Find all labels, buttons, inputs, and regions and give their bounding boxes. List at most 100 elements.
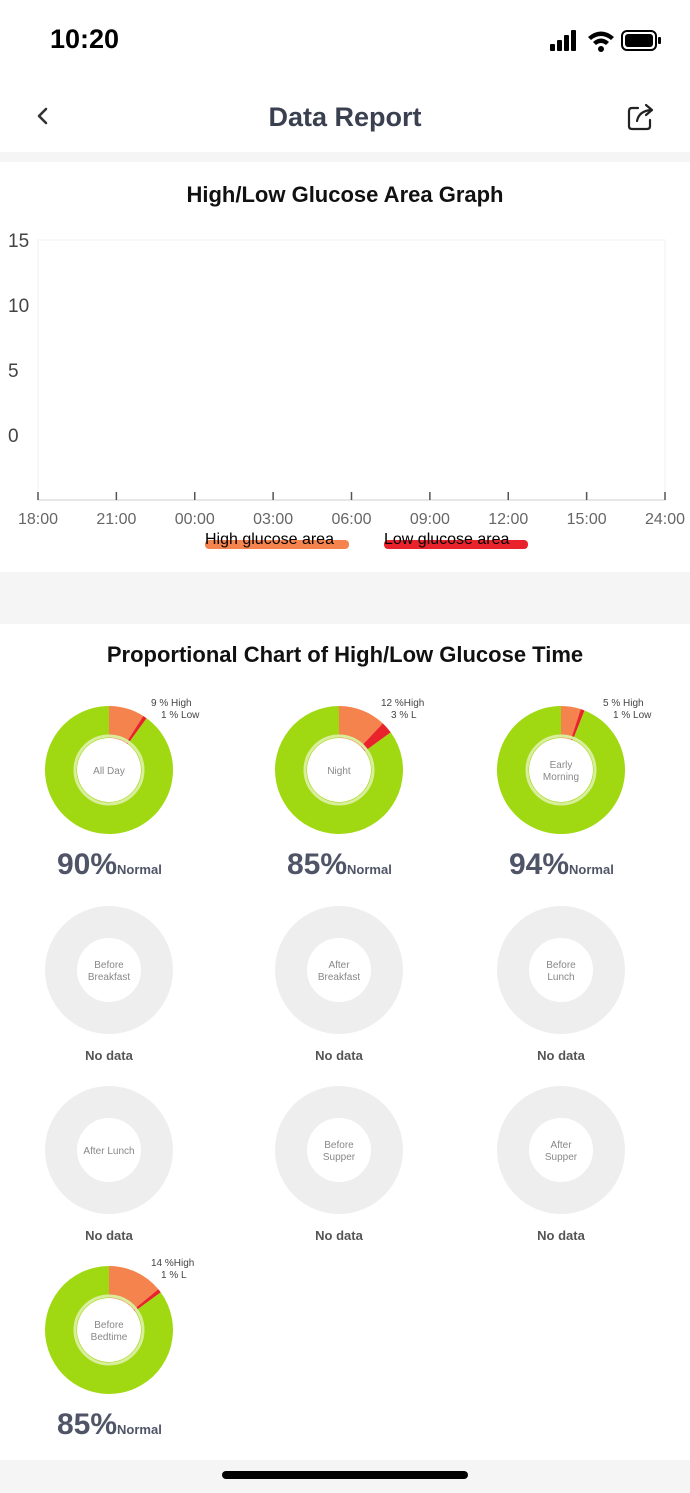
donut-chart: After Breakfast — [270, 892, 440, 1041]
donut-inner-rim — [525, 734, 597, 806]
donut-center-label: Supper — [323, 1152, 356, 1163]
donut-center-label: Bedtime — [91, 1332, 128, 1343]
donut-center-label: All Day — [93, 766, 125, 777]
donut-chart: After Supper — [492, 1072, 662, 1221]
percentage-value: 90% — [57, 848, 118, 881]
legend-swatch — [205, 540, 349, 549]
donut-center-label: After — [550, 1140, 572, 1151]
donut-low-label: 1 % Low — [161, 710, 200, 721]
donut-chart: Before Lunch — [492, 892, 662, 1041]
chevron-left-icon — [37, 107, 48, 125]
donut-center-label: Before — [94, 1320, 124, 1331]
legend-swatch — [384, 540, 528, 549]
x-tick-label: 12:00 — [488, 511, 528, 528]
battery-icon — [621, 30, 661, 51]
donut-chart: Before Supper — [270, 1072, 440, 1221]
donut-empty-ring — [497, 906, 625, 1034]
percentage-label: Normal — [347, 862, 392, 877]
x-tick-label: 00:00 — [175, 511, 215, 528]
donut-low-slice — [126, 715, 147, 745]
donut-center-label: Early — [550, 760, 573, 771]
donut-center-label: After Lunch — [83, 1146, 134, 1157]
donut-inner-rim — [73, 734, 145, 806]
donut-chart: 14 %High 1 % L Before Bedtime — [40, 1252, 210, 1401]
donut-normal-percentage: 90%Normal — [57, 848, 162, 882]
area-graph-title: High/Low Glucose Area Graph — [186, 182, 504, 207]
x-tick-label: 24:00 — [645, 511, 685, 528]
donut-center-label: Before — [94, 960, 124, 971]
x-tick-label: 06:00 — [331, 511, 371, 528]
back-button[interactable] — [30, 100, 60, 134]
x-tick-label: 15:00 — [567, 511, 607, 528]
donut-high-slice — [561, 706, 581, 740]
wifi-icon — [588, 31, 614, 52]
no-data-label: No data — [315, 1228, 363, 1243]
donut-low-slice — [570, 709, 585, 741]
donut-normal-slice — [497, 706, 625, 834]
no-data-label: No data — [537, 1228, 585, 1243]
donut-low-slice — [133, 1289, 161, 1312]
donut-normal-slice — [44, 706, 173, 834]
area-graph-card: High/Low Glucose Area Graph 15 10 5 0 18:00 2… — [0, 162, 690, 572]
plot-frame — [37, 239, 666, 501]
legend-label: High glucose area — [205, 531, 334, 548]
donut-center-label: Morning — [543, 772, 579, 783]
x-tick-label: 03:00 — [253, 511, 293, 528]
donut-low-label: 1 % Low — [613, 710, 652, 721]
donut-chart: 5 % High 1 % Low Early Morning — [492, 692, 662, 841]
donut-chart: After Lunch — [40, 1072, 210, 1221]
proportion-title: Proportional Chart of High/Low Glucose T… — [106, 642, 584, 667]
area-graph-chart: 15 10 5 0 18:00 21:00 00:00 03:00 06:00 09:00 12:0… — [8, 231, 685, 549]
y-tick-label: 10 — [8, 296, 29, 317]
legend-label: Low glucose area — [384, 531, 510, 548]
donut-center-label: Breakfast — [318, 972, 360, 983]
home-indicator[interactable] — [222, 1471, 468, 1479]
donut-chart: Before Breakfast — [40, 892, 210, 1041]
donut-center-label: After — [328, 960, 350, 971]
donut-chart: 9 % High 1 % Low All Day — [40, 692, 210, 841]
donut-low-label: 1 % L — [161, 1270, 187, 1281]
y-tick-label: 0 — [8, 426, 19, 447]
donut-normal-slice — [275, 706, 403, 834]
no-data-label: No data — [85, 1228, 133, 1243]
donut-chart: 12 %High 3 % L Night — [270, 692, 440, 841]
proportion-card: Proportional Chart of High/Low Glucose T… — [0, 624, 690, 1460]
donut-svg: After Lunch — [45, 1086, 173, 1214]
donut-high-label: 5 % High — [603, 698, 644, 709]
donut-empty-ring — [45, 906, 173, 1034]
donut-low-label: 3 % L — [391, 710, 417, 721]
donut-low-slice — [360, 723, 391, 752]
donut-high-slice — [109, 706, 144, 743]
donut-empty-ring — [45, 1086, 173, 1214]
x-tick-label: 18:00 — [18, 511, 58, 528]
donut-normal-percentage: 85%Normal — [57, 1408, 162, 1442]
donut-normal-slice — [45, 1266, 174, 1394]
percentage-value: 85% — [287, 848, 348, 881]
percentage-label: Normal — [569, 862, 614, 877]
no-data-label: No data — [315, 1048, 363, 1063]
donut-normal-percentage: 85%Normal — [287, 848, 392, 882]
status-time: 10:20 — [50, 24, 120, 54]
share-button[interactable] — [626, 102, 656, 132]
donut-center-label: Lunch — [547, 972, 574, 983]
donut-empty-ring — [275, 906, 403, 1034]
donut-empty-ring — [497, 1086, 625, 1214]
donut-high-label: 14 %High — [151, 1258, 194, 1269]
no-data-label: No data — [537, 1048, 585, 1063]
percentage-value: 85% — [57, 1408, 118, 1441]
x-tick-label: 21:00 — [96, 511, 136, 528]
donut-inner-rim — [303, 734, 375, 806]
y-tick-label: 5 — [8, 361, 19, 382]
donut-high-label: 12 %High — [381, 698, 424, 709]
percentage-value: 94% — [509, 848, 570, 881]
status-bar: 10:20 — [0, 0, 690, 82]
